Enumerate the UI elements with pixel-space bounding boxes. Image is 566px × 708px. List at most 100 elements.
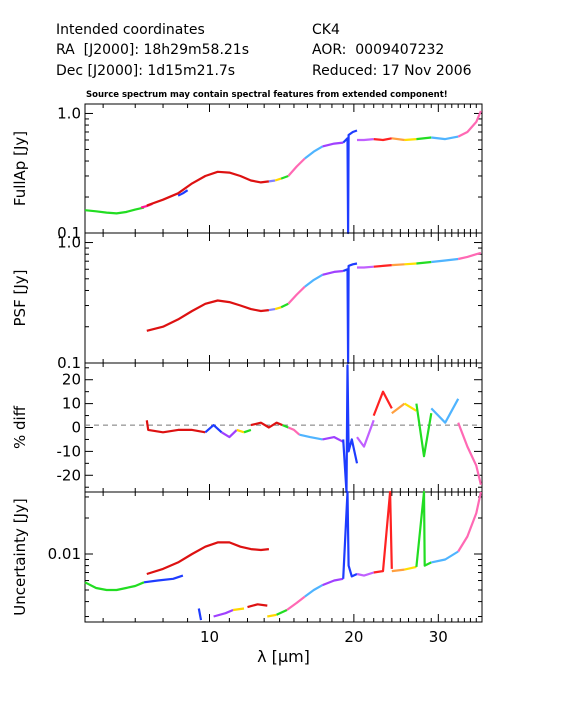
series-line [416,260,432,265]
series-line [431,550,459,564]
series-line [457,491,482,553]
panel-unc: 0.01 Uncertainty [Jy] [11,490,483,623]
series-line [286,595,306,611]
y-tick-label: 0.01 [48,545,81,563]
series-line [304,145,324,160]
header-reduced: Reduced: 17 Nov 2006 [312,63,472,79]
series-line [276,609,288,616]
series-line [146,299,270,332]
x-tick-label: 20 [344,628,363,646]
header-aor: AOR: 0009407232 [312,42,445,58]
y-tick-label: 0.1 [57,224,81,242]
series-line [213,608,234,618]
series-line [84,206,145,215]
panel-psf: 0.1 1.0 PSF [Jy] [11,232,483,372]
series-line [268,179,276,183]
series-line [243,428,252,434]
series-line [415,490,432,568]
series-line [268,308,276,312]
x-tick-label: 30 [429,628,448,646]
series-line [177,189,189,197]
series-line [342,262,358,365]
y-tick-label: 0.1 [57,354,81,372]
y-axis-label: PSF [Jy] [11,270,29,327]
series-line [457,251,482,261]
series-line [357,138,374,142]
series-line [221,429,238,439]
y-tick-label: 1.0 [57,104,81,122]
series-line [391,402,406,415]
series-line [287,285,306,305]
series-line [430,398,460,424]
series-line [415,403,433,458]
series-line [322,269,344,276]
series-line [280,302,289,309]
series-line [342,364,359,494]
series-line [404,565,417,571]
series-line [431,135,459,141]
series-line [372,390,393,416]
x-tick-label: 10 [200,628,219,646]
series-line [403,402,417,412]
y-tick-label: -20 [57,466,82,484]
series-line [391,263,405,267]
panel-frame [84,232,483,364]
series-line [274,306,282,311]
series-line [457,110,482,138]
series-line [204,424,223,434]
series-line [250,421,283,429]
series-line [373,264,392,268]
series-line [247,603,268,609]
series-line [232,607,245,612]
series-line [146,170,270,207]
series-line [322,436,344,443]
series-line [356,571,375,577]
series-line [304,273,324,288]
series-line [457,422,482,486]
series-line [391,568,405,573]
header-dec: Dec [J2000]: 1d15m21.7s [56,63,236,79]
series-line [304,584,324,598]
series-line [143,574,184,584]
y-tick-label: -10 [57,442,82,460]
y-tick-label: 1.0 [57,234,81,252]
series-line [236,428,245,434]
series-line [373,137,393,142]
series-line [145,420,206,434]
series-line [404,138,417,142]
series-line [146,541,270,576]
y-tick-label: 0 [71,419,81,437]
x-axis-label: λ [μm] [257,647,310,666]
panel-diff: -20 -10 0 10 20 % diff [11,362,483,494]
extended-source-note: Source spectrum may contain spectral fea… [86,90,448,100]
panel-frame [84,362,483,493]
series-line [342,490,358,579]
y-axis-label: FullAp [Jy] [11,131,29,206]
series-line [391,137,405,142]
header-target: CK4 [312,22,340,38]
header-ra: RA [J2000]: 18h29m58.21s [56,42,249,58]
series-line [373,490,393,574]
series-line [267,613,277,618]
y-axis-label: Uncertainty [Jy] [11,498,29,615]
y-tick-label: 20 [62,371,81,389]
y-tick-label: 10 [62,395,81,413]
series-line [197,608,203,621]
series-line [357,265,374,269]
series-line [280,174,289,180]
series-line [299,433,323,441]
series-line [287,157,306,177]
series-line [322,141,344,148]
series-line [274,177,282,182]
panel-frame [84,103,483,234]
series-line [322,577,344,587]
header-title: Intended coordinates [56,22,205,38]
series-line [287,426,301,436]
panel-frame [84,491,483,623]
series-line [356,419,375,448]
series-line [282,424,289,429]
series-line [404,262,417,266]
series-line [416,136,432,141]
panel-fullap: 0.1 1.0 FullAp [Jy] [11,103,483,242]
